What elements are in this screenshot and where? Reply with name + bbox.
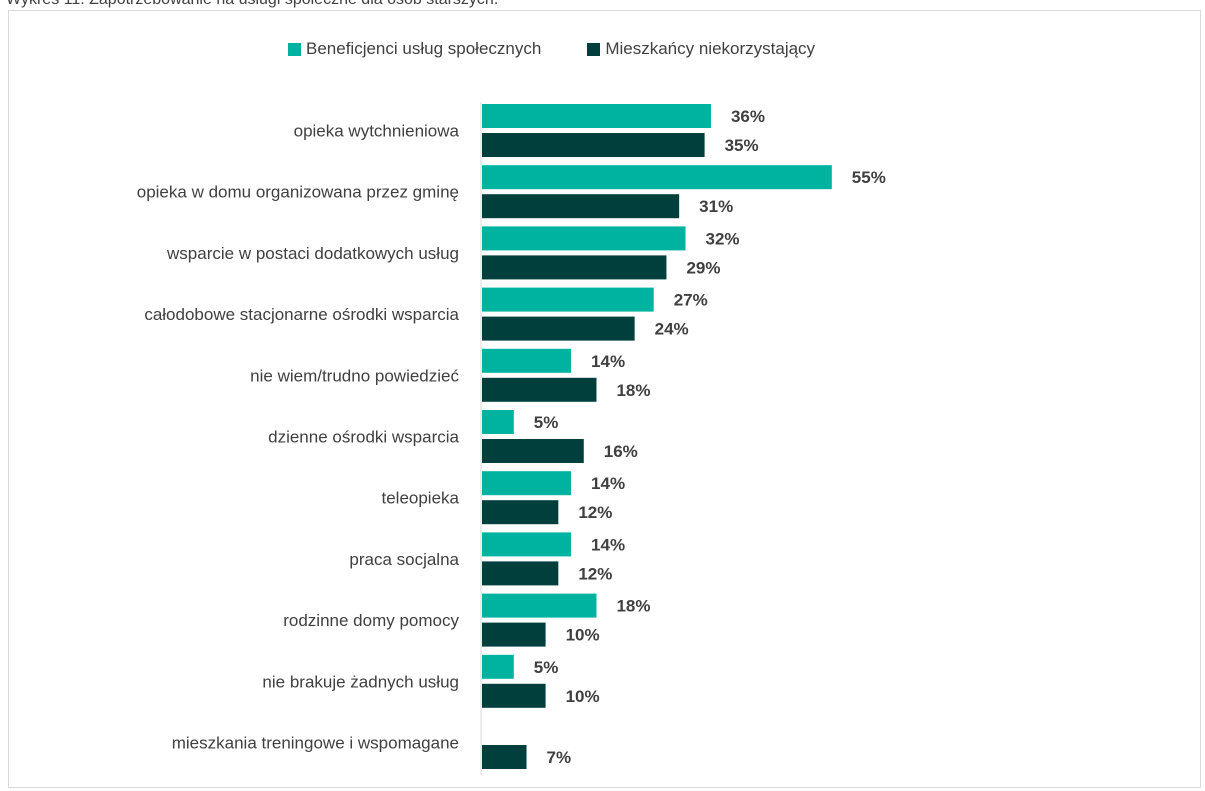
bar-series-1 <box>482 410 514 434</box>
data-label-series-2: 35% <box>725 136 759 155</box>
data-label-series-2: 10% <box>566 626 600 645</box>
data-label-series-2: 10% <box>566 687 600 706</box>
data-label-series-1: 5% <box>534 658 559 677</box>
category-label: mieszkania treningowe i wspomagane <box>172 734 459 753</box>
bar-series-1 <box>482 532 572 557</box>
data-label-series-1: 27% <box>674 291 708 310</box>
data-label-series-2: 31% <box>699 197 733 216</box>
legend-item-series-1: Beneficjenci usług społecznych <box>288 39 541 59</box>
category-label: opieka w domu organizowana przez gminę <box>137 183 459 202</box>
bar-series-2 <box>482 316 635 341</box>
category-label: nie brakuje żadnych usług <box>262 672 459 691</box>
bar-series-2 <box>482 683 546 708</box>
legend-swatch-series-2 <box>587 42 601 56</box>
data-label-series-1: 14% <box>591 352 625 371</box>
legend-item-series-2: Mieszkańcy niekorzystający <box>587 39 815 59</box>
data-label-series-2: 12% <box>578 564 612 583</box>
legend-label-series-1: Beneficjenci usług społecznych <box>306 39 542 58</box>
legend-swatch-series-1 <box>288 42 301 56</box>
bar-series-2 <box>482 194 680 219</box>
data-label-series-1: 36% <box>731 107 765 126</box>
bar-series-2 <box>482 255 667 280</box>
bar-series-1 <box>482 654 514 679</box>
data-label-series-1: 18% <box>616 597 650 616</box>
bar-series-2 <box>482 622 546 647</box>
category-label: nie wiem/trudno powiedzieć <box>250 366 459 385</box>
data-label-series-1: 14% <box>591 474 625 493</box>
category-label: opieka wytchnieniowa <box>294 122 460 141</box>
bar-series-1 <box>482 471 572 496</box>
data-label-series-1: 55% <box>852 168 886 187</box>
chart-caption: Wykres 11. Zapotrzebowanie na usługi spo… <box>6 0 498 9</box>
chart-legend: Beneficjenci usług społecznych Mieszkańc… <box>288 37 861 61</box>
category-label: wsparcie w postaci dodatkowych usług <box>166 244 459 263</box>
data-label-series-2: 7% <box>547 748 572 767</box>
bar-series-2 <box>482 745 527 769</box>
bar-series-1 <box>482 165 832 190</box>
legend-label-series-2: Mieszkańcy niekorzystający <box>605 39 816 58</box>
category-label: całodobowe stacjonarne ośrodki wsparcia <box>144 305 459 324</box>
data-label-series-2: 16% <box>604 442 638 461</box>
bar-series-2 <box>482 377 597 402</box>
category-label: praca socjalna <box>349 550 459 569</box>
data-label-series-2: 12% <box>578 503 612 522</box>
data-label-series-2: 29% <box>686 258 720 277</box>
bar-series-1 <box>482 226 686 251</box>
category-label: dzienne ośrodki wsparcia <box>268 428 459 447</box>
bar-series-1 <box>482 348 572 373</box>
category-label: rodzinne domy pomocy <box>283 611 459 630</box>
data-label-series-1: 32% <box>706 229 740 248</box>
category-label: teleopieka <box>381 489 459 508</box>
bar-series-1 <box>482 104 711 128</box>
bar-series-2 <box>482 439 584 463</box>
bar-series-2 <box>482 133 705 157</box>
bar-series-1 <box>482 593 597 618</box>
data-label-series-1: 14% <box>591 535 625 554</box>
data-label-series-2: 24% <box>655 320 689 339</box>
bar-series-2 <box>482 500 559 525</box>
bar-series-2 <box>482 561 559 586</box>
bar-series-1 <box>482 287 654 312</box>
data-label-series-2: 18% <box>616 381 650 400</box>
data-label-series-1: 5% <box>534 413 559 432</box>
